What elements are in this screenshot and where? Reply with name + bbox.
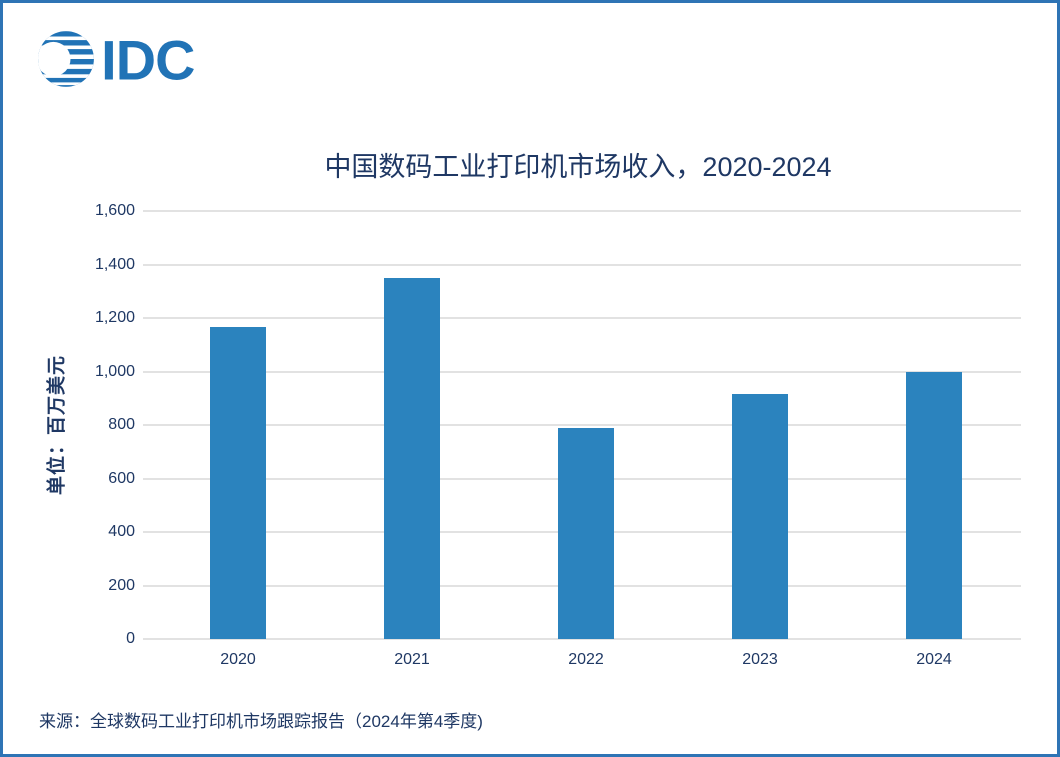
idc-logo-text: IDC — [101, 29, 194, 92]
x-axis-label-2021: 2021 — [394, 651, 430, 668]
y-axis-tick-mark — [143, 371, 151, 372]
y-axis-tick-mark — [143, 585, 151, 586]
y-axis-tick-mark — [143, 638, 151, 640]
x-axis-label-2023: 2023 — [742, 651, 778, 668]
gridline — [151, 424, 1021, 426]
gridline — [151, 371, 1021, 372]
y-axis-tick-mark — [143, 424, 151, 426]
bar-2021 — [384, 277, 440, 639]
y-axis-tick-label: 1,400 — [94, 255, 135, 273]
source-note: 来源：全球数码工业打印机市场跟踪报告（2024年第4季度) — [39, 712, 483, 731]
bar-2022 — [558, 427, 614, 639]
gridline — [151, 210, 1021, 212]
bar-column-2021 — [325, 211, 499, 639]
y-axis-tick-label: 400 — [108, 523, 135, 540]
bar-2023 — [732, 394, 788, 639]
bar-column-2024 — [847, 211, 1021, 639]
bar-column-2020 — [151, 211, 325, 639]
gridline — [151, 317, 1021, 319]
y-axis-tick-label: 0 — [126, 630, 135, 647]
plot-area: 0 200 400 600 800 1,000 1,200 1,400 1,600 — [95, 202, 1021, 647]
y-axis-tick-label: 200 — [108, 576, 135, 594]
bar-2020 — [210, 327, 266, 639]
y-axis-unit-label: 单位：百万美元 — [46, 354, 68, 496]
gridline — [151, 264, 1021, 265]
y-axis-tick-label: 1,000 — [94, 362, 135, 380]
y-axis-tick-mark — [143, 531, 151, 533]
y-axis-tick-mark — [143, 264, 151, 265]
y-axis-tick-mark — [143, 210, 151, 212]
x-axis-label-2024: 2024 — [916, 651, 952, 668]
bar-column-2022 — [499, 211, 673, 639]
bar-2024 — [906, 371, 962, 639]
y-axis-tick-label: 600 — [108, 469, 135, 487]
y-axis-tick-label: 1,200 — [94, 309, 135, 326]
x-axis-labels: 2020 2021 2022 2023 2024 — [151, 651, 1021, 669]
chart-title: 中国数码工业打印机市场收入，2020-2024 — [324, 152, 832, 182]
y-axis-tick-label: 800 — [108, 416, 135, 433]
bar-column-2023 — [673, 211, 847, 639]
idc-logo: IDC — [38, 29, 195, 92]
y-axis-tick-label: 1,600 — [94, 202, 135, 219]
gridline — [151, 638, 1021, 640]
x-axis-label-2022: 2022 — [568, 651, 604, 668]
x-axis-label-2020: 2020 — [220, 651, 256, 668]
bars-row — [151, 211, 1021, 639]
idc-globe-icon — [38, 31, 94, 87]
y-axis-tick-mark — [143, 317, 151, 319]
y-axis-tick-mark — [143, 478, 151, 479]
